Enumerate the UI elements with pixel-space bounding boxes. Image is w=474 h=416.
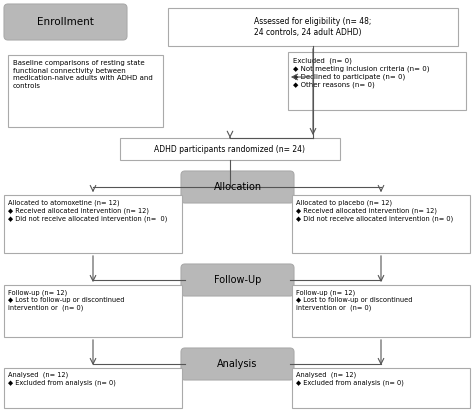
- Text: Excluded  (n= 0)
◆ Not meeting inclusion criteria (n= 0)
◆ Declined to participa: Excluded (n= 0) ◆ Not meeting inclusion …: [293, 57, 429, 87]
- Text: Baseline comparisons of resting state
functional connectivity between
medication: Baseline comparisons of resting state fu…: [13, 60, 153, 89]
- Bar: [120, 138, 340, 160]
- Text: Follow-up (n= 12)
◆ Lost to follow-up or discontinued
intervention or  (n= 0): Follow-up (n= 12) ◆ Lost to follow-up or…: [8, 289, 125, 311]
- Text: Allocated to atomoxetine (n= 12)
◆ Received allocated intervention (n= 12)
◆ Did: Allocated to atomoxetine (n= 12) ◆ Recei…: [8, 199, 167, 221]
- Text: Analysed  (n= 12)
◆ Excluded from analysis (n= 0): Analysed (n= 12) ◆ Excluded from analysi…: [296, 372, 404, 386]
- FancyBboxPatch shape: [181, 171, 294, 203]
- Text: Allocation: Allocation: [213, 182, 262, 192]
- Text: Analysed  (n= 12)
◆ Excluded from analysis (n= 0): Analysed (n= 12) ◆ Excluded from analysi…: [8, 372, 116, 386]
- Bar: [8, 55, 163, 127]
- Bar: [292, 368, 470, 408]
- Text: Assessed for eligibility (n= 48;
24 controls, 24 adult ADHD): Assessed for eligibility (n= 48; 24 cont…: [255, 17, 372, 37]
- Bar: [4, 368, 182, 408]
- Text: Follow-Up: Follow-Up: [214, 275, 261, 285]
- FancyBboxPatch shape: [181, 264, 294, 296]
- Bar: [292, 195, 470, 253]
- Bar: [288, 52, 466, 110]
- FancyBboxPatch shape: [181, 348, 294, 380]
- Text: Follow-up (n= 12)
◆ Lost to follow-up or discontinued
intervention or  (n= 0): Follow-up (n= 12) ◆ Lost to follow-up or…: [296, 289, 412, 311]
- Text: Analysis: Analysis: [217, 359, 258, 369]
- Bar: [4, 285, 182, 337]
- Text: Allocated to placebo (n= 12)
◆ Received allocated intervention (n= 12)
◆ Did not: Allocated to placebo (n= 12) ◆ Received …: [296, 199, 453, 221]
- Bar: [4, 195, 182, 253]
- Text: Enrollment: Enrollment: [37, 17, 94, 27]
- Text: ADHD participants randomized (n= 24): ADHD participants randomized (n= 24): [155, 144, 306, 154]
- Bar: [168, 8, 458, 46]
- Bar: [292, 285, 470, 337]
- FancyBboxPatch shape: [4, 4, 127, 40]
